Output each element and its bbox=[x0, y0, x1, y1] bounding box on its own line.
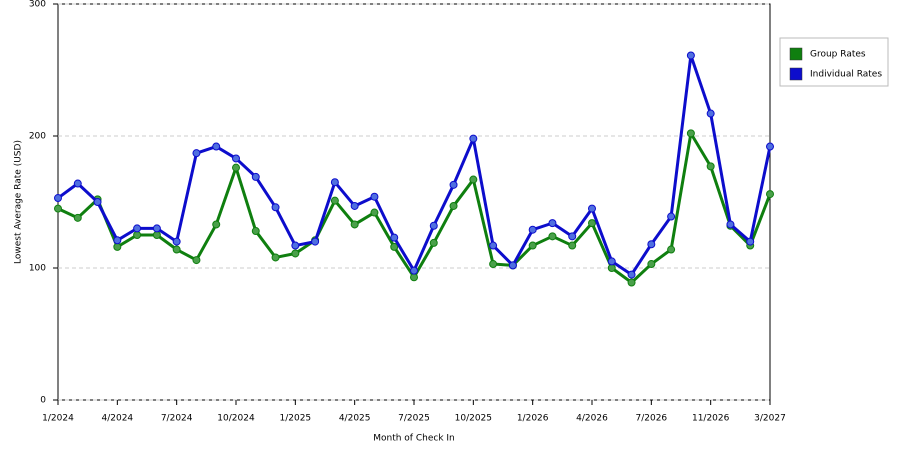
data-point bbox=[528, 225, 537, 234]
x-axis-label: Month of Check In bbox=[373, 434, 455, 444]
data-point bbox=[133, 224, 142, 233]
data-point bbox=[251, 227, 260, 236]
data-point bbox=[370, 192, 379, 201]
data-point bbox=[528, 241, 537, 250]
data-point bbox=[73, 213, 82, 222]
data-point bbox=[469, 175, 478, 184]
data-point bbox=[291, 241, 300, 250]
legend-label: Individual Rates bbox=[810, 70, 882, 80]
data-point bbox=[607, 264, 616, 272]
data-point bbox=[390, 233, 399, 242]
data-point bbox=[489, 241, 498, 250]
data-point bbox=[548, 232, 557, 241]
data-point bbox=[686, 51, 695, 60]
data-point bbox=[133, 231, 142, 239]
data-point bbox=[113, 242, 122, 251]
data-point bbox=[192, 149, 201, 158]
x-tick-label: 10/2024 bbox=[217, 414, 255, 424]
data-point bbox=[667, 212, 676, 221]
data-point bbox=[232, 163, 240, 172]
y-tick-label: 200 bbox=[29, 132, 46, 142]
data-point bbox=[667, 245, 676, 254]
x-tick-label: 1/2026 bbox=[517, 414, 549, 424]
data-point bbox=[212, 220, 221, 229]
x-tick-label: 4/2024 bbox=[101, 414, 133, 424]
data-point bbox=[212, 142, 221, 151]
data-point bbox=[330, 178, 339, 187]
data-point bbox=[410, 273, 418, 282]
data-point bbox=[172, 237, 181, 246]
data-point bbox=[152, 231, 161, 239]
data-point bbox=[766, 190, 774, 199]
data-point bbox=[271, 203, 280, 212]
data-point bbox=[607, 257, 616, 266]
x-tick-label: 1/2025 bbox=[279, 414, 311, 424]
data-point bbox=[726, 220, 735, 229]
data-point bbox=[706, 109, 715, 118]
data-point bbox=[647, 240, 656, 249]
data-point bbox=[370, 208, 379, 217]
data-point bbox=[172, 245, 181, 254]
data-point bbox=[350, 201, 359, 210]
data-point bbox=[548, 219, 557, 228]
data-point bbox=[113, 236, 122, 245]
data-point bbox=[54, 204, 62, 213]
data-point bbox=[686, 129, 695, 138]
data-point bbox=[766, 142, 774, 151]
data-point bbox=[568, 241, 577, 250]
data-point bbox=[489, 260, 498, 269]
data-point bbox=[73, 179, 82, 188]
x-tick-label: 4/2025 bbox=[339, 414, 371, 424]
data-point bbox=[350, 220, 359, 229]
data-point bbox=[429, 221, 438, 230]
x-tick-label: 4/2026 bbox=[576, 414, 608, 424]
plot-frame bbox=[57, 3, 771, 401]
x-tick-label: 7/2026 bbox=[635, 414, 667, 424]
data-point bbox=[152, 224, 161, 233]
data-point bbox=[706, 162, 715, 171]
x-tick-label: 3/2027 bbox=[754, 414, 786, 424]
data-point bbox=[508, 261, 517, 270]
data-point bbox=[627, 270, 636, 279]
data-point bbox=[291, 249, 300, 258]
y-axis-label: Lowest Average Rate (USD) bbox=[14, 140, 24, 264]
data-point bbox=[469, 134, 478, 143]
data-point bbox=[192, 256, 201, 265]
data-point bbox=[311, 237, 320, 246]
y-tick-label: 0 bbox=[40, 396, 46, 406]
y-tick-label: 300 bbox=[29, 0, 46, 10]
data-point bbox=[568, 232, 577, 241]
data-point bbox=[54, 194, 62, 203]
y-tick-label: 100 bbox=[29, 264, 46, 274]
legend-label: Group Rates bbox=[810, 50, 866, 60]
data-point bbox=[93, 198, 102, 206]
data-point bbox=[588, 219, 596, 228]
x-tick-label: 11/2026 bbox=[692, 414, 730, 424]
data-point bbox=[588, 204, 596, 213]
data-point bbox=[410, 266, 418, 275]
data-point bbox=[429, 238, 438, 247]
x-tick-label: 1/2024 bbox=[42, 414, 74, 424]
data-point bbox=[449, 180, 458, 189]
x-tick-label: 7/2024 bbox=[161, 414, 193, 424]
x-tick-label: 10/2025 bbox=[455, 414, 492, 424]
x-tick-label: 7/2025 bbox=[398, 414, 430, 424]
data-point bbox=[330, 196, 339, 205]
legend-swatch bbox=[789, 47, 803, 61]
data-point bbox=[390, 242, 399, 251]
data-point bbox=[271, 253, 280, 262]
data-point bbox=[627, 278, 636, 287]
data-point bbox=[232, 154, 240, 163]
legend-swatch bbox=[789, 67, 803, 81]
data-point bbox=[449, 201, 458, 210]
data-point bbox=[746, 237, 755, 246]
data-point bbox=[647, 260, 656, 269]
data-point bbox=[251, 172, 260, 181]
